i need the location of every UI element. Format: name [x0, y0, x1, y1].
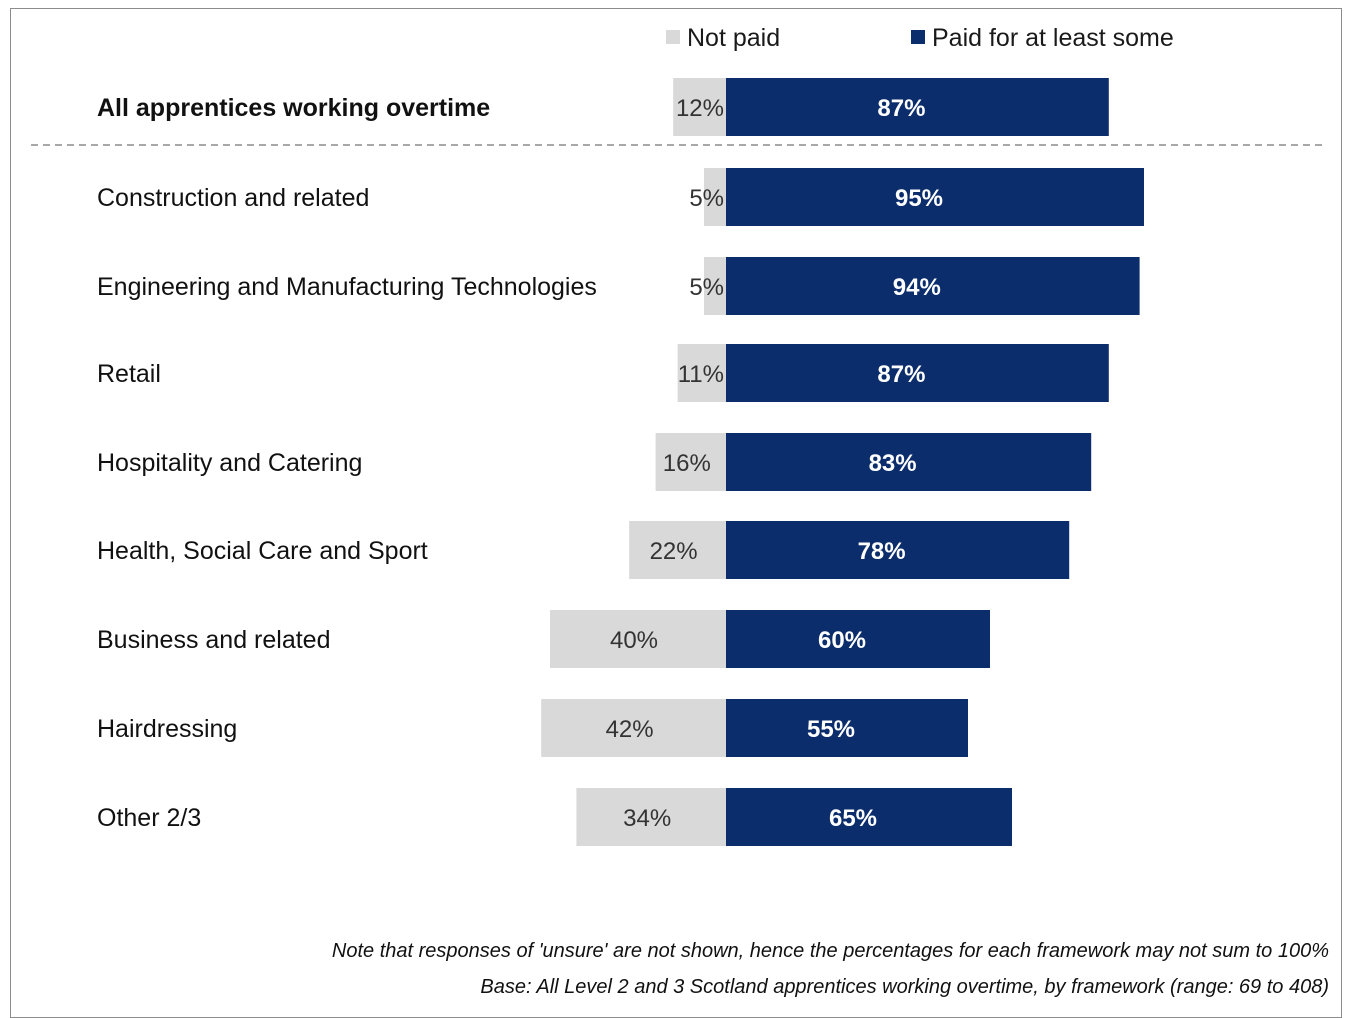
category-label: Business and related — [97, 626, 330, 654]
bar-not-paid — [704, 257, 726, 315]
category-label: Retail — [97, 360, 161, 388]
bar-paid — [726, 344, 1109, 402]
value-label-paid: 87% — [877, 95, 925, 122]
value-label-paid: 95% — [895, 185, 943, 212]
legend-swatch-not-paid — [666, 30, 680, 44]
bar-not-paid — [576, 788, 726, 846]
bar-not-paid — [673, 78, 726, 136]
category-label: Other 2/3 — [97, 804, 201, 832]
bars: 12% 87% 5% 95% 5% 94% 11% 87% 16% 83% 22% 78% 40% 60%… — [541, 78, 1144, 846]
category-label: Construction and related — [97, 184, 369, 212]
bar-paid — [726, 257, 1140, 315]
category-label: Hairdressing — [97, 715, 237, 743]
value-label-not-paid: 34% — [623, 805, 671, 832]
value-label-paid: 78% — [858, 538, 906, 565]
bar-not-paid — [704, 168, 726, 226]
category-label: All apprentices working overtime — [97, 94, 490, 122]
chart-note: Note that responses of 'unsure' are not … — [332, 940, 1329, 962]
value-label-not-paid: 12% — [676, 95, 724, 122]
value-label-not-paid: 42% — [606, 716, 654, 743]
value-label-not-paid: 5% — [689, 185, 724, 212]
chart: Not paid Paid for at least some 12% 87% 5% 9… — [31, 24, 1329, 998]
bar-paid — [726, 610, 990, 668]
value-label-not-paid: 16% — [663, 450, 711, 477]
bar-paid — [726, 521, 1070, 579]
category-labels: All apprentices working overtime Construc… — [97, 94, 597, 832]
value-label-paid: 87% — [877, 361, 925, 388]
legend-label-not-paid: Not paid — [687, 24, 780, 52]
legend-label-paid: Paid for at least some — [932, 24, 1174, 52]
bar-not-paid — [629, 521, 726, 579]
value-label-paid: 83% — [869, 450, 917, 477]
value-label-paid: 65% — [829, 805, 877, 832]
value-label-not-paid: 5% — [689, 274, 724, 301]
bar-paid — [726, 78, 1109, 136]
chart-base-note: Base: All Level 2 and 3 Scotland apprent… — [480, 976, 1329, 998]
legend: Not paid Paid for at least some — [666, 24, 1174, 52]
value-label-not-paid: 40% — [610, 627, 658, 654]
bar-paid — [726, 699, 968, 757]
bar-not-paid — [677, 344, 726, 402]
bar-paid — [726, 788, 1012, 846]
bar-paid — [726, 433, 1092, 491]
value-label-not-paid: 22% — [650, 538, 698, 565]
bar-not-paid — [541, 699, 726, 757]
chart-frame: Not paid Paid for at least some 12% 87% 5% 9… — [10, 8, 1342, 1018]
value-label-paid: 55% — [807, 716, 855, 743]
category-label: Engineering and Manufacturing Technologi… — [97, 273, 597, 301]
category-label: Health, Social Care and Sport — [97, 537, 428, 565]
bar-paid — [726, 168, 1144, 226]
category-label: Hospitality and Catering — [97, 449, 362, 477]
legend-swatch-paid — [911, 30, 925, 44]
bar-not-paid — [550, 610, 726, 668]
value-label-not-paid: 11% — [678, 361, 724, 388]
value-label-paid: 60% — [818, 627, 866, 654]
value-label-paid: 94% — [893, 274, 941, 301]
bar-not-paid — [655, 433, 726, 491]
